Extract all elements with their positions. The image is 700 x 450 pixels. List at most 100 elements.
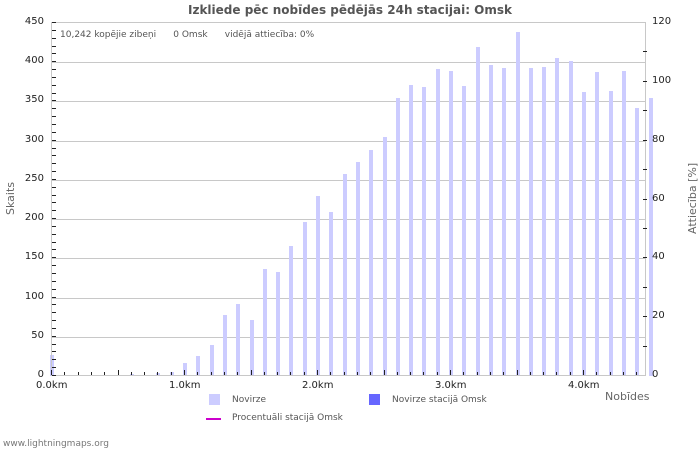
x-tickmark <box>250 370 252 375</box>
y-left-tickmark <box>52 312 56 314</box>
y-left-tickmark <box>52 163 56 165</box>
y-left-tickmark <box>52 147 56 149</box>
x-tickmark <box>343 372 345 375</box>
x-tickmark <box>383 370 385 375</box>
y-right-tickmark <box>643 110 647 112</box>
bar-novirze <box>515 32 520 376</box>
average-ratio: vidējā attiecība: 0% <box>224 30 315 40</box>
grid-line <box>51 258 645 260</box>
x-tickmark <box>476 372 478 375</box>
x-tickmark <box>569 372 571 375</box>
x-tickmark <box>317 370 318 375</box>
bar-novirze <box>222 314 227 376</box>
summary-info: 10,242 kopējie zibeņi 0 Omsk vidējā atti… <box>60 30 314 40</box>
y-left-tickmark <box>52 69 56 71</box>
x-tickmark <box>356 372 358 375</box>
x-tick-label: 4.0km <box>568 380 600 391</box>
y-left-tickmark <box>52 131 56 133</box>
x-tickmark <box>396 372 398 375</box>
x-tickmark <box>463 372 465 375</box>
y-right-tick-label: 20 <box>652 310 665 322</box>
y-left-tickmark <box>52 22 56 23</box>
y-left-tickmark <box>52 61 56 63</box>
legend-label-percent: Procentuāli stacijā Omsk <box>232 413 343 423</box>
y-right-tickmark <box>643 257 647 259</box>
footer-link[interactable]: www.lightningmaps.org <box>3 439 109 449</box>
y-left-tickmark <box>52 343 56 345</box>
grid-line <box>51 62 645 64</box>
bar-novirze <box>422 86 427 376</box>
y-left-tickmark <box>52 100 56 102</box>
bar-novirze <box>449 70 453 376</box>
legend-swatch-novirze-station <box>369 394 380 405</box>
y-left-tick-label: 0 <box>37 369 44 380</box>
y-left-tick-label: 450 <box>24 16 44 27</box>
y-left-tickmark <box>52 296 56 298</box>
y-left-tickmark <box>52 45 56 47</box>
bar-novirze <box>621 70 626 376</box>
bar-novirze <box>648 97 653 376</box>
bar-novirze <box>342 173 347 376</box>
x-tickmark <box>543 372 545 375</box>
x-tickmark <box>144 372 146 375</box>
bar-novirze <box>369 150 374 376</box>
y-right-tick-label: 100 <box>652 74 672 86</box>
x-tickmark <box>556 372 558 375</box>
x-tickmark <box>170 372 172 375</box>
bar-novirze <box>50 354 54 376</box>
x-tickmark <box>436 372 438 375</box>
y-left-tick-label: 150 <box>24 251 44 263</box>
x-tickmark <box>104 372 106 375</box>
bar-novirze <box>262 269 267 376</box>
x-tickmark <box>157 372 159 375</box>
y-left-tickmark <box>52 273 56 275</box>
x-tick-label: 1.0km <box>169 380 201 391</box>
bar-novirze <box>528 68 533 376</box>
y-left-tick-label: 50 <box>31 329 44 341</box>
y-left-tickmark <box>52 108 56 110</box>
y-right-tickmark <box>643 286 647 288</box>
x-tick-label: 2.0km <box>302 380 334 391</box>
y-left-tick-label: 250 <box>24 172 44 184</box>
bar-novirze <box>568 60 573 376</box>
y-right-tick-label: 80 <box>652 133 665 145</box>
x-tickmark <box>90 372 92 375</box>
bar-novirze <box>475 46 480 376</box>
x-tickmark <box>529 372 531 375</box>
bar-novirze <box>395 98 400 376</box>
y-left-tickmark <box>52 375 56 376</box>
y-right-tick-label: 40 <box>652 251 665 263</box>
x-tickmark <box>210 372 212 375</box>
y-left-tickmark <box>52 92 56 94</box>
bar-novirze <box>502 68 507 376</box>
y-left-tickmark <box>52 116 56 118</box>
y-left-tickmark <box>52 123 56 125</box>
x-tickmark <box>51 370 52 375</box>
bar-novirze <box>169 372 174 376</box>
x-tickmark <box>622 372 624 375</box>
x-tickmark <box>503 372 505 375</box>
x-tickmark <box>609 372 611 375</box>
y-left-tick-label: 300 <box>24 133 44 145</box>
bar-novirze <box>409 84 414 376</box>
x-tickmark <box>303 372 305 375</box>
y-left-tickmark <box>52 210 56 212</box>
bar-novirze <box>542 66 547 376</box>
bar-novirze <box>462 85 467 376</box>
grid-line <box>51 297 645 299</box>
y-left-tickmark <box>52 171 56 173</box>
bar-novirze <box>249 319 254 376</box>
bar-novirze <box>316 195 320 376</box>
y-right-tickmark <box>643 316 647 318</box>
y-left-tickmark <box>52 29 56 31</box>
x-tickmark <box>184 370 185 375</box>
x-tickmark <box>223 372 225 375</box>
legend-line-percent <box>206 418 221 420</box>
y-left-tick-label: 350 <box>24 94 44 106</box>
y-right-tickmark <box>643 227 647 229</box>
x-tickmark <box>489 372 491 375</box>
x-tickmark <box>636 372 638 375</box>
y-right-tickmark <box>643 51 647 53</box>
bar-novirze <box>382 136 387 376</box>
bar-novirze <box>156 372 161 376</box>
